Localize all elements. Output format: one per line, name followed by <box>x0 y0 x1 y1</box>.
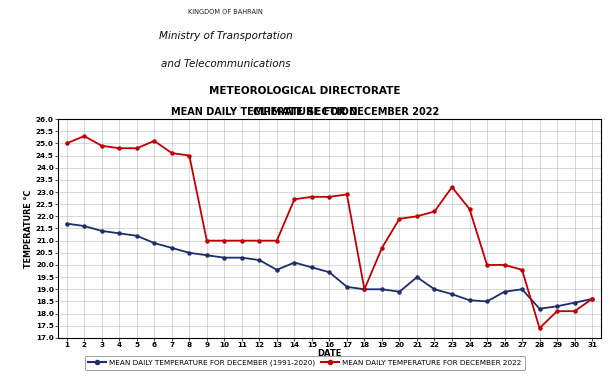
MEAN DAILY TEMPERATURE FOR DECEMBER (1991-2020) <box>501 290 508 294</box>
MEAN DAILY TEMPERATURE FOR DECEMBER (1991-2020) <box>553 304 561 309</box>
MEAN DAILY TEMPERATURE FOR DECEMBER 2022 <box>63 141 70 146</box>
MEAN DAILY TEMPERATURE FOR DECEMBER 2022 <box>589 297 596 301</box>
MEAN DAILY TEMPERATURE FOR DECEMBER 2022 <box>273 238 281 243</box>
MEAN DAILY TEMPERATURE FOR DECEMBER (1991-2020) <box>396 290 403 294</box>
MEAN DAILY TEMPERATURE FOR DECEMBER 2022 <box>203 238 210 243</box>
MEAN DAILY TEMPERATURE FOR DECEMBER 2022 <box>133 146 140 151</box>
MEAN DAILY TEMPERATURE FOR DECEMBER (1991-2020) <box>571 300 578 305</box>
MEAN DAILY TEMPERATURE FOR DECEMBER 2022 <box>553 309 561 313</box>
Text: MEAN DAILY TEMPERATURE FOR DECEMBER 2022: MEAN DAILY TEMPERATURE FOR DECEMBER 2022 <box>171 107 439 117</box>
MEAN DAILY TEMPERATURE FOR DECEMBER (1991-2020) <box>343 285 351 289</box>
MEAN DAILY TEMPERATURE FOR DECEMBER 2022 <box>536 326 544 331</box>
MEAN DAILY TEMPERATURE FOR DECEMBER (1991-2020) <box>238 255 245 260</box>
Legend: MEAN DAILY TEMPERATURE FOR DECEMBER (1991-2020), MEAN DAILY TEMPERATURE FOR DECE: MEAN DAILY TEMPERATURE FOR DECEMBER (199… <box>85 356 525 370</box>
Y-axis label: TEMPERATURE °C: TEMPERATURE °C <box>24 189 33 268</box>
MEAN DAILY TEMPERATURE FOR DECEMBER 2022 <box>151 139 158 143</box>
MEAN DAILY TEMPERATURE FOR DECEMBER (1991-2020) <box>431 287 438 291</box>
MEAN DAILY TEMPERATURE FOR DECEMBER 2022 <box>414 214 421 218</box>
Text: and Telecommunications: and Telecommunications <box>161 59 290 69</box>
MEAN DAILY TEMPERATURE FOR DECEMBER (1991-2020) <box>151 241 158 245</box>
MEAN DAILY TEMPERATURE FOR DECEMBER (1991-2020) <box>483 299 490 304</box>
MEAN DAILY TEMPERATURE FOR DECEMBER (1991-2020) <box>115 231 123 236</box>
MEAN DAILY TEMPERATURE FOR DECEMBER 2022 <box>98 144 106 148</box>
MEAN DAILY TEMPERATURE FOR DECEMBER (1991-2020) <box>448 292 456 296</box>
MEAN DAILY TEMPERATURE FOR DECEMBER (1991-2020) <box>133 233 140 238</box>
MEAN DAILY TEMPERATURE FOR DECEMBER (1991-2020) <box>185 250 193 255</box>
MEAN DAILY TEMPERATURE FOR DECEMBER 2022 <box>343 192 351 197</box>
MEAN DAILY TEMPERATURE FOR DECEMBER 2022 <box>378 246 386 250</box>
Line: MEAN DAILY TEMPERATURE FOR DECEMBER (1991-2020): MEAN DAILY TEMPERATURE FOR DECEMBER (199… <box>65 222 594 310</box>
MEAN DAILY TEMPERATURE FOR DECEMBER 2022 <box>571 309 578 313</box>
MEAN DAILY TEMPERATURE FOR DECEMBER (1991-2020) <box>291 260 298 265</box>
MEAN DAILY TEMPERATURE FOR DECEMBER 2022 <box>81 134 88 138</box>
MEAN DAILY TEMPERATURE FOR DECEMBER 2022 <box>448 185 456 189</box>
MEAN DAILY TEMPERATURE FOR DECEMBER 2022 <box>238 238 245 243</box>
MEAN DAILY TEMPERATURE FOR DECEMBER (1991-2020) <box>98 228 106 233</box>
MEAN DAILY TEMPERATURE FOR DECEMBER 2022 <box>115 146 123 151</box>
MEAN DAILY TEMPERATURE FOR DECEMBER (1991-2020) <box>81 224 88 228</box>
MEAN DAILY TEMPERATURE FOR DECEMBER 2022 <box>168 151 176 156</box>
MEAN DAILY TEMPERATURE FOR DECEMBER (1991-2020) <box>361 287 368 291</box>
Text: KINGDOM OF BAHRAIN: KINGDOM OF BAHRAIN <box>188 8 263 15</box>
MEAN DAILY TEMPERATURE FOR DECEMBER (1991-2020) <box>518 287 526 291</box>
Text: METEOROLOGICAL DIRECTORATE: METEOROLOGICAL DIRECTORATE <box>209 86 401 96</box>
MEAN DAILY TEMPERATURE FOR DECEMBER 2022 <box>326 195 333 199</box>
X-axis label: DATE: DATE <box>317 349 342 359</box>
MEAN DAILY TEMPERATURE FOR DECEMBER 2022 <box>291 197 298 202</box>
MEAN DAILY TEMPERATURE FOR DECEMBER (1991-2020) <box>63 221 70 226</box>
MEAN DAILY TEMPERATURE FOR DECEMBER 2022 <box>466 207 473 211</box>
MEAN DAILY TEMPERATURE FOR DECEMBER (1991-2020) <box>326 270 333 275</box>
MEAN DAILY TEMPERATURE FOR DECEMBER 2022 <box>185 153 193 158</box>
MEAN DAILY TEMPERATURE FOR DECEMBER 2022 <box>431 209 438 214</box>
MEAN DAILY TEMPERATURE FOR DECEMBER (1991-2020) <box>168 246 176 250</box>
MEAN DAILY TEMPERATURE FOR DECEMBER (1991-2020) <box>536 306 544 311</box>
MEAN DAILY TEMPERATURE FOR DECEMBER 2022 <box>518 268 526 272</box>
MEAN DAILY TEMPERATURE FOR DECEMBER 2022 <box>361 287 368 291</box>
MEAN DAILY TEMPERATURE FOR DECEMBER (1991-2020) <box>256 258 263 262</box>
MEAN DAILY TEMPERATURE FOR DECEMBER 2022 <box>308 195 315 199</box>
MEAN DAILY TEMPERATURE FOR DECEMBER (1991-2020) <box>273 268 281 272</box>
MEAN DAILY TEMPERATURE FOR DECEMBER 2022 <box>256 238 263 243</box>
MEAN DAILY TEMPERATURE FOR DECEMBER (1991-2020) <box>378 287 386 291</box>
MEAN DAILY TEMPERATURE FOR DECEMBER (1991-2020) <box>466 298 473 303</box>
MEAN DAILY TEMPERATURE FOR DECEMBER 2022 <box>483 263 490 267</box>
Text: CLIMATE SECTION: CLIMATE SECTION <box>253 107 357 117</box>
MEAN DAILY TEMPERATURE FOR DECEMBER (1991-2020) <box>414 275 421 280</box>
Text: Ministry of Transportation: Ministry of Transportation <box>159 31 293 41</box>
MEAN DAILY TEMPERATURE FOR DECEMBER (1991-2020) <box>221 255 228 260</box>
MEAN DAILY TEMPERATURE FOR DECEMBER (1991-2020) <box>203 253 210 258</box>
MEAN DAILY TEMPERATURE FOR DECEMBER 2022 <box>501 263 508 267</box>
MEAN DAILY TEMPERATURE FOR DECEMBER (1991-2020) <box>589 297 596 301</box>
MEAN DAILY TEMPERATURE FOR DECEMBER 2022 <box>396 217 403 221</box>
Line: MEAN DAILY TEMPERATURE FOR DECEMBER 2022: MEAN DAILY TEMPERATURE FOR DECEMBER 2022 <box>65 134 594 330</box>
MEAN DAILY TEMPERATURE FOR DECEMBER 2022 <box>221 238 228 243</box>
MEAN DAILY TEMPERATURE FOR DECEMBER (1991-2020) <box>308 265 315 270</box>
